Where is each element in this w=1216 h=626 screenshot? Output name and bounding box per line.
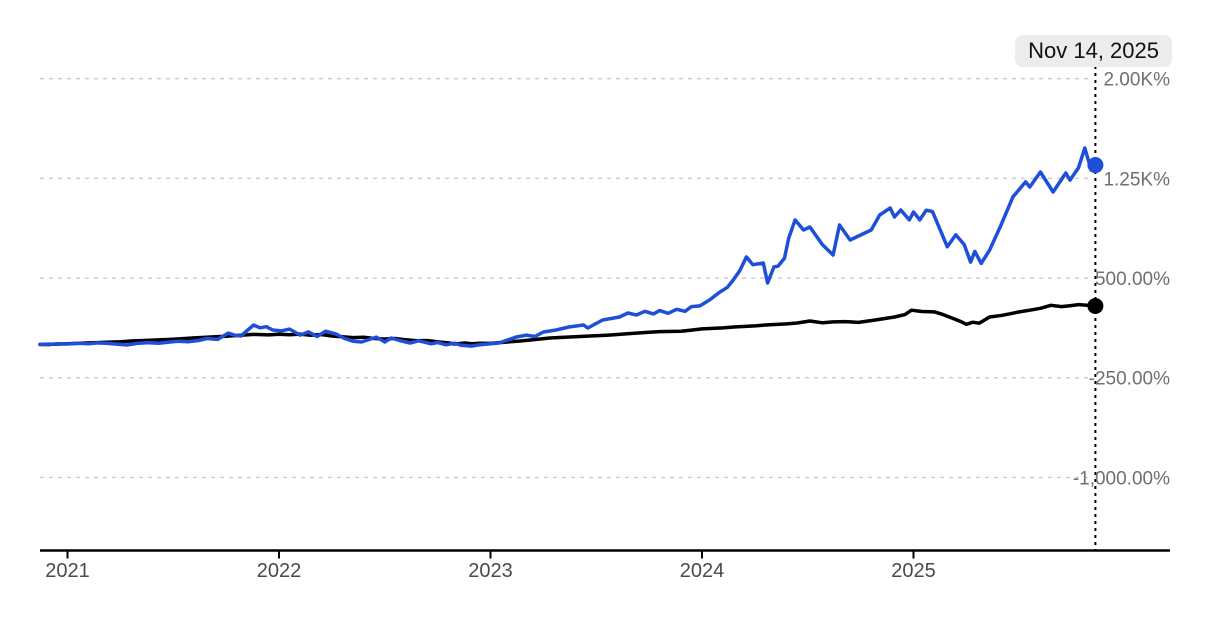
black-series-line xyxy=(38,302,1098,347)
blue-series-end-dot xyxy=(1087,157,1104,174)
x-axis-label: 2024 xyxy=(680,560,725,582)
blue-series-line xyxy=(38,146,1098,348)
y-axis-label: 2.00K% xyxy=(1103,70,1170,91)
y-axis-label: -1,000.00% xyxy=(1073,468,1170,489)
x-axis-label: 2021 xyxy=(45,560,90,582)
y-axis-label: -250.00% xyxy=(1089,369,1170,390)
x-axis-label: 2023 xyxy=(468,560,513,582)
y-axis-label: 1.25K% xyxy=(1103,169,1170,190)
y-axis-label: 500.00% xyxy=(1095,269,1170,290)
x-axis-label: 2022 xyxy=(257,560,302,582)
x-axis-label: 2025 xyxy=(891,560,936,582)
black-series-end-dot xyxy=(1087,297,1104,314)
cursor-date-tooltip: Nov 14, 2025 xyxy=(1015,35,1172,67)
